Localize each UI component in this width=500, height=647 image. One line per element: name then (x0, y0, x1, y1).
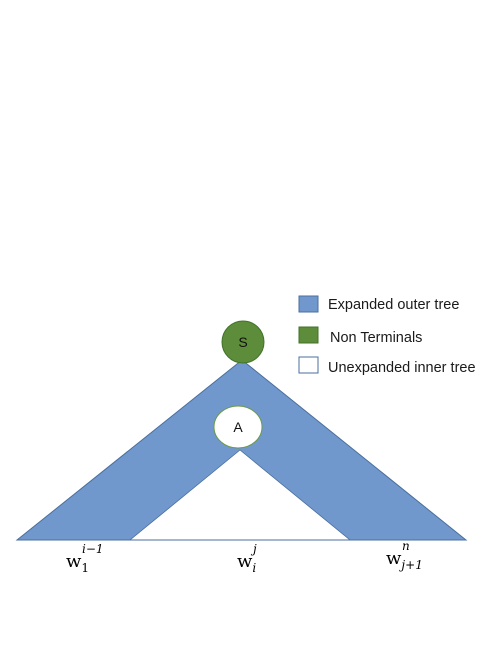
root-node-label: S (238, 334, 247, 350)
legend-label-outer: Expanded outer tree (328, 297, 459, 313)
left-word-sub: 1 (81, 561, 89, 575)
legend-item-inner: Unexpanded inner tree (298, 356, 476, 376)
left-word-sup: i−1 (82, 542, 104, 556)
middle-word-sup: j (250, 542, 257, 556)
legend-swatch-nonterminal (298, 326, 319, 344)
legend-swatch-outer-tree (298, 295, 319, 313)
inner-nonterminal-node: A (213, 405, 263, 449)
middle-word-base: w (237, 551, 253, 572)
right-word-span: wj+1 n (386, 539, 423, 572)
legend: Expanded outer tree Non Terminals Unexpa… (298, 295, 476, 376)
legend-item-outer: Expanded outer tree (298, 295, 459, 313)
left-word-base: w (66, 551, 82, 572)
middle-word-span: wij (237, 542, 257, 575)
right-word-sub: j+1 (398, 558, 422, 572)
legend-label-nonterminal: Non Terminals (330, 330, 422, 346)
legend-item-nonterminal: Non Terminals (298, 326, 422, 346)
root-node-circle (221, 320, 265, 364)
left-word-span: w1 i−1 (66, 542, 104, 575)
legend-label-inner: Unexpanded inner tree (328, 360, 476, 376)
inner-node-ellipse (213, 405, 263, 449)
legend-swatch-inner-tree (298, 356, 319, 374)
right-word-base: w (386, 548, 402, 569)
right-word-sup: n (402, 539, 410, 553)
root-nonterminal-node: S (221, 320, 265, 364)
middle-word-sub: i (252, 561, 256, 575)
inner-node-label: A (233, 419, 243, 435)
